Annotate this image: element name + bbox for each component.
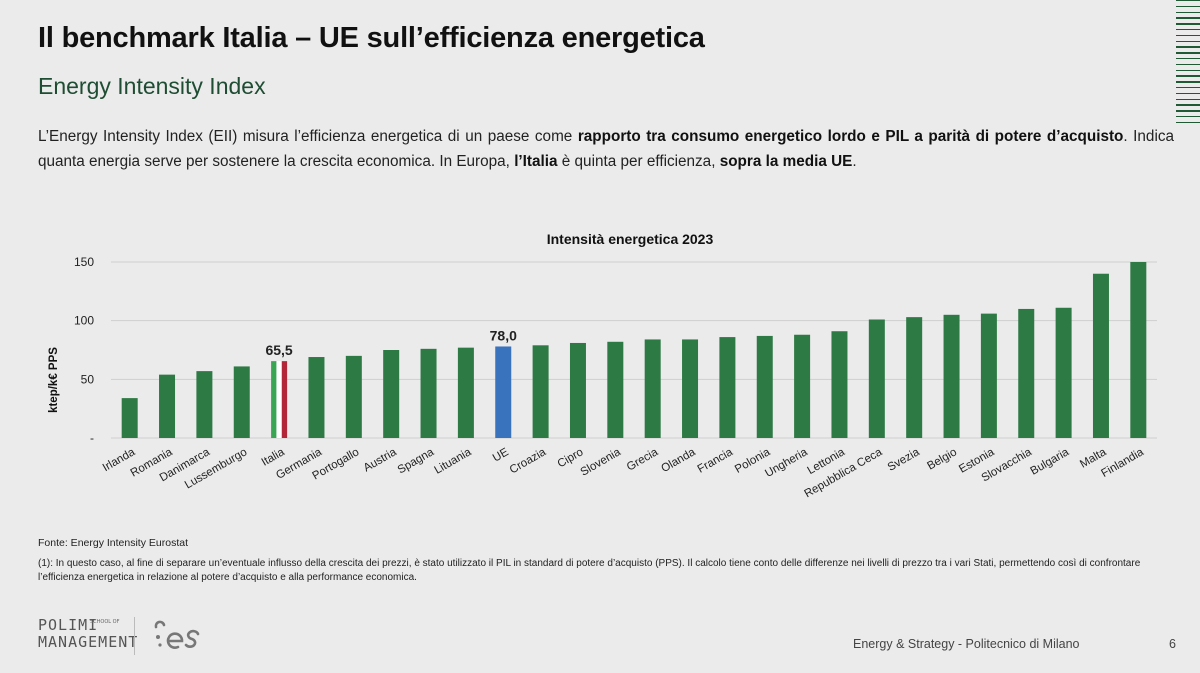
- x-tick-label: Francia: [696, 446, 736, 476]
- x-tick-label: Ungheria: [763, 446, 810, 480]
- x-tick-label: UE: [491, 446, 511, 465]
- bar: [682, 339, 699, 438]
- bar: [719, 337, 736, 438]
- x-tick-label: Croazia: [508, 446, 549, 477]
- deco-stripe: [1176, 40, 1200, 42]
- y-axis-label: ktep/k€ PPS: [48, 347, 60, 413]
- bar: [756, 335, 773, 438]
- bar: [495, 346, 512, 438]
- deco-stripe: [1176, 110, 1200, 112]
- x-tick-label: Belgio: [925, 446, 959, 472]
- bar: [420, 348, 437, 438]
- deco-stripe: [1176, 81, 1200, 83]
- footer-credit: Energy & Strategy - Politecnico di Milan…: [853, 637, 1080, 651]
- data-label: 65,5: [265, 342, 292, 358]
- deco-stripe: [1176, 29, 1200, 31]
- deco-stripe: [1176, 92, 1200, 95]
- bar: [569, 342, 586, 438]
- x-tick-label: Grecia: [625, 446, 661, 474]
- x-tick-label: Svezia: [886, 446, 922, 474]
- deco-stripe: [1176, 104, 1200, 106]
- logo-line-2: MANAGEMENT: [38, 633, 139, 651]
- intro-text-1: L’Energy Intensity Index (EII) misura l’…: [38, 128, 578, 145]
- bar: [980, 313, 997, 438]
- page-number: 6: [1169, 637, 1176, 651]
- bar: [308, 357, 325, 438]
- bar-italia-stripe: [271, 361, 277, 438]
- y-tick-label: -: [90, 431, 94, 445]
- intro-bold-2: l’Italia: [514, 153, 558, 170]
- deco-stripe: [1176, 0, 1200, 2]
- deco-stripe: [1176, 23, 1200, 25]
- deco-stripe: [1176, 98, 1200, 100]
- bar: [1055, 307, 1072, 438]
- bar: [121, 398, 138, 438]
- deco-stripe: [1176, 34, 1200, 37]
- bar: [831, 331, 848, 438]
- logo-divider: [134, 617, 135, 655]
- intro-text-3: è quinta per efficienza,: [557, 153, 720, 170]
- deco-stripe: [1176, 63, 1200, 66]
- energy-intensity-chart: Intensità energetica 2023 ktep/k€ PPS - 5…: [48, 231, 1157, 500]
- x-tick-label: Bulgaria: [1029, 446, 1072, 478]
- logo-line-1: POLIMI: [38, 616, 99, 634]
- bar: [906, 317, 923, 438]
- es-logo-icon: [154, 620, 200, 649]
- x-tick-label: Lituania: [432, 446, 473, 477]
- deco-stripe: [1176, 46, 1200, 48]
- bar: [794, 334, 811, 438]
- deco-stripe: [1176, 58, 1200, 60]
- bar: [1130, 262, 1147, 438]
- y-tick-label: 150: [74, 255, 94, 269]
- x-tick-label: Spagna: [396, 446, 437, 477]
- bar-italia-stripe: [276, 361, 282, 438]
- intro-bold-3: sopra la media UE: [719, 153, 853, 170]
- bar-italia-stripe: [281, 361, 288, 438]
- bar: [644, 339, 661, 438]
- deco-stripe: [1176, 17, 1200, 19]
- decorative-stripes: [1176, 0, 1200, 128]
- bar: [457, 347, 474, 438]
- bar: [607, 341, 624, 438]
- page-title: Il benchmark Italia – UE sull’efficienza…: [38, 22, 705, 54]
- x-tick-label: Finlandia: [1099, 446, 1146, 480]
- footnote: (1): In questo caso, al fine di separare…: [38, 558, 1141, 583]
- bar: [943, 314, 960, 438]
- page-subtitle: Energy Intensity Index: [38, 73, 266, 99]
- bar: [233, 366, 250, 438]
- y-tick-label: 50: [81, 372, 95, 386]
- x-tick-label: Olanda: [659, 446, 698, 475]
- intro-text-4: .: [852, 153, 857, 170]
- bar: [196, 371, 213, 438]
- logo-school: SCHOOL OF: [90, 619, 120, 625]
- source-note: Fonte: Energy Intensity Eurostat: [38, 537, 188, 549]
- intro-bold-1: rapporto tra consumo energetico lordo e …: [577, 128, 1124, 145]
- deco-stripe: [1176, 69, 1200, 71]
- chart-title: Intensità energetica 2023: [547, 231, 714, 247]
- x-tick-label: Austria: [362, 446, 400, 475]
- deco-stripe: [1176, 121, 1200, 124]
- polimi-logo: POLIMI MANAGEMENT SCHOOL OF: [38, 617, 138, 651]
- data-label: 78,0: [490, 327, 517, 343]
- intro-paragraph: L’Energy Intensity Index (EII) misura l’…: [38, 124, 1174, 174]
- deco-stripe: [1176, 52, 1200, 54]
- bar: [383, 350, 400, 438]
- bar: [868, 319, 885, 438]
- deco-stripe: [1176, 87, 1200, 89]
- intro-text-2: . Indica quanta energia serve per sosten…: [38, 128, 1174, 170]
- x-tick-label: Slovenia: [579, 446, 624, 479]
- deco-stripe: [1176, 116, 1200, 118]
- bar: [345, 355, 362, 438]
- y-tick-label: 100: [74, 314, 94, 328]
- bar: [1018, 308, 1035, 438]
- deco-stripe: [1176, 75, 1200, 77]
- bar: [532, 345, 549, 438]
- deco-stripe: [1176, 11, 1200, 13]
- bar: [1092, 273, 1109, 438]
- deco-stripe: [1176, 5, 1200, 8]
- bar: [159, 374, 176, 438]
